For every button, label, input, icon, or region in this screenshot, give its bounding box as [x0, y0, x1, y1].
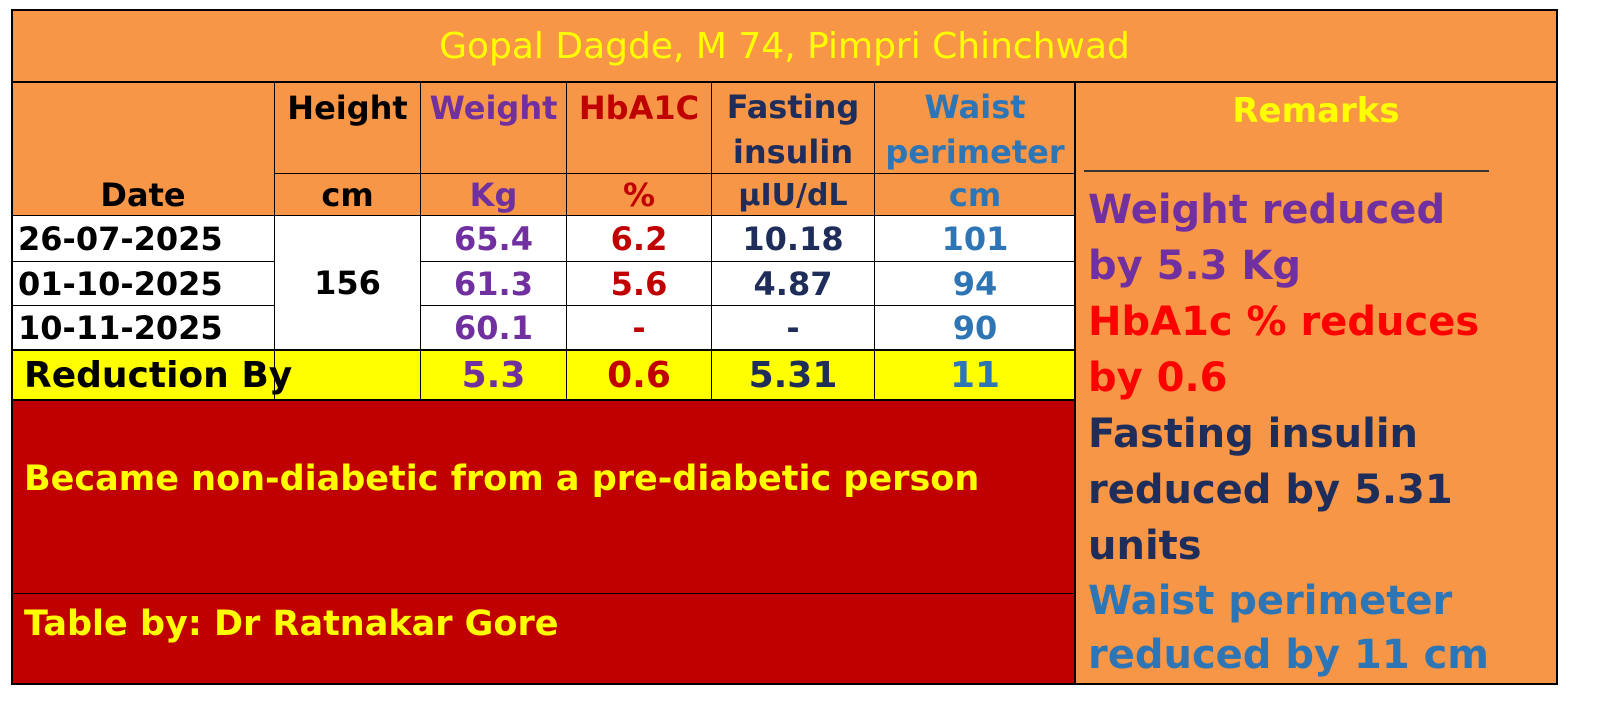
height-value: 156 — [314, 263, 381, 302]
row-3-fasting: - — [786, 308, 800, 347]
row-3-waist: 90 — [952, 308, 998, 347]
reduction-fasting: 5.31 — [748, 354, 838, 396]
header-hba1c: HbA1C — [578, 89, 700, 127]
remark-fasting-2: reduced by 5.31 — [1088, 467, 1453, 513]
header-waist-line2: perimeter — [885, 133, 1065, 171]
row-2-fasting: 4.87 — [753, 264, 833, 303]
row-2-weight: 61.3 — [454, 264, 533, 303]
unit-waist: cm — [948, 176, 1002, 214]
unit-hba1c: % — [622, 176, 656, 214]
unit-date: Date — [100, 176, 186, 214]
row-2-date: 01-10-2025 — [18, 264, 223, 303]
remarks-divider — [1074, 82, 1076, 684]
row-line-2b — [420, 261, 1075, 262]
header-waist-line1: Waist — [924, 88, 1026, 126]
credit-text: Table by: Dr Ratnakar Gore — [24, 604, 559, 644]
remark-hba1c-2: by 0.6 — [1088, 355, 1228, 401]
remark-fasting-3: units — [1088, 523, 1202, 569]
row-line-5 — [12, 399, 1075, 401]
header-fasting-line1: Fasting — [726, 88, 860, 126]
data-rows-area — [12, 216, 1075, 350]
outcome-panel — [12, 400, 1075, 684]
unit-weight: Kg — [469, 176, 518, 214]
remark-hba1c-1: HbA1c % reduces — [1088, 299, 1480, 345]
col-line-2 — [420, 82, 421, 400]
reduction-weight: 5.3 — [461, 354, 526, 396]
col-line-4 — [711, 82, 712, 400]
col-line-3 — [566, 82, 567, 400]
outcome-text: Became non-diabetic from a pre-diabetic … — [24, 459, 980, 499]
reduction-row — [12, 350, 1075, 400]
header-remarks: Remarks — [1232, 91, 1400, 131]
remark-weight-1: Weight reduced — [1088, 187, 1446, 233]
row-2-hba1c: 5.6 — [610, 264, 668, 303]
row-3-hba1c: - — [632, 308, 646, 347]
remark-fasting-1: Fasting insulin — [1088, 411, 1419, 457]
row-line-3b — [420, 305, 1075, 306]
row-1-date: 26-07-2025 — [18, 219, 223, 258]
header-fasting-line2: insulin — [732, 133, 854, 171]
row-1-weight: 65.4 — [454, 219, 533, 258]
reduction-hba1c: 0.6 — [607, 354, 671, 396]
border-right — [1556, 9, 1558, 685]
unit-height: cm — [321, 176, 374, 214]
border-top — [11, 9, 1558, 11]
row-3-weight: 60.1 — [454, 308, 533, 347]
remarks-panel — [1075, 82, 1557, 684]
row-2-waist: 94 — [952, 264, 998, 303]
col-line-1 — [274, 82, 275, 400]
remarks-underline — [1084, 170, 1489, 172]
remark-waist-2: reduced by 11 cm — [1088, 632, 1489, 678]
row-line-1 — [12, 215, 1075, 216]
title-bar — [12, 10, 1557, 82]
remark-waist-1: Waist perimeter — [1088, 578, 1453, 624]
border-left — [11, 9, 13, 685]
row-line-6 — [12, 593, 1075, 594]
page-title: Gopal Dagde, M 74, Pimpri Chinchwad — [439, 25, 1130, 67]
col-line-5 — [874, 82, 875, 400]
row-3-date: 10-11-2025 — [18, 308, 223, 347]
title-divider — [11, 81, 1558, 83]
row-1-fasting: 10.18 — [742, 219, 844, 258]
row-line-3 — [12, 305, 275, 306]
row-line-4 — [12, 349, 1075, 351]
row-line-2 — [12, 261, 275, 262]
row-1-waist: 101 — [941, 219, 1009, 258]
row-1-hba1c: 6.2 — [610, 219, 668, 258]
remark-weight-2: by 5.3 Kg — [1088, 243, 1302, 289]
header-weight: Weight — [429, 89, 558, 127]
reduction-label: Reduction By — [24, 354, 293, 396]
border-bottom — [11, 683, 1558, 685]
unit-fasting: µIU/dL — [738, 177, 848, 213]
reduction-waist: 11 — [949, 354, 1001, 396]
header-subline — [275, 173, 1075, 174]
header-height: Height — [287, 89, 408, 127]
header-area — [12, 82, 1075, 216]
